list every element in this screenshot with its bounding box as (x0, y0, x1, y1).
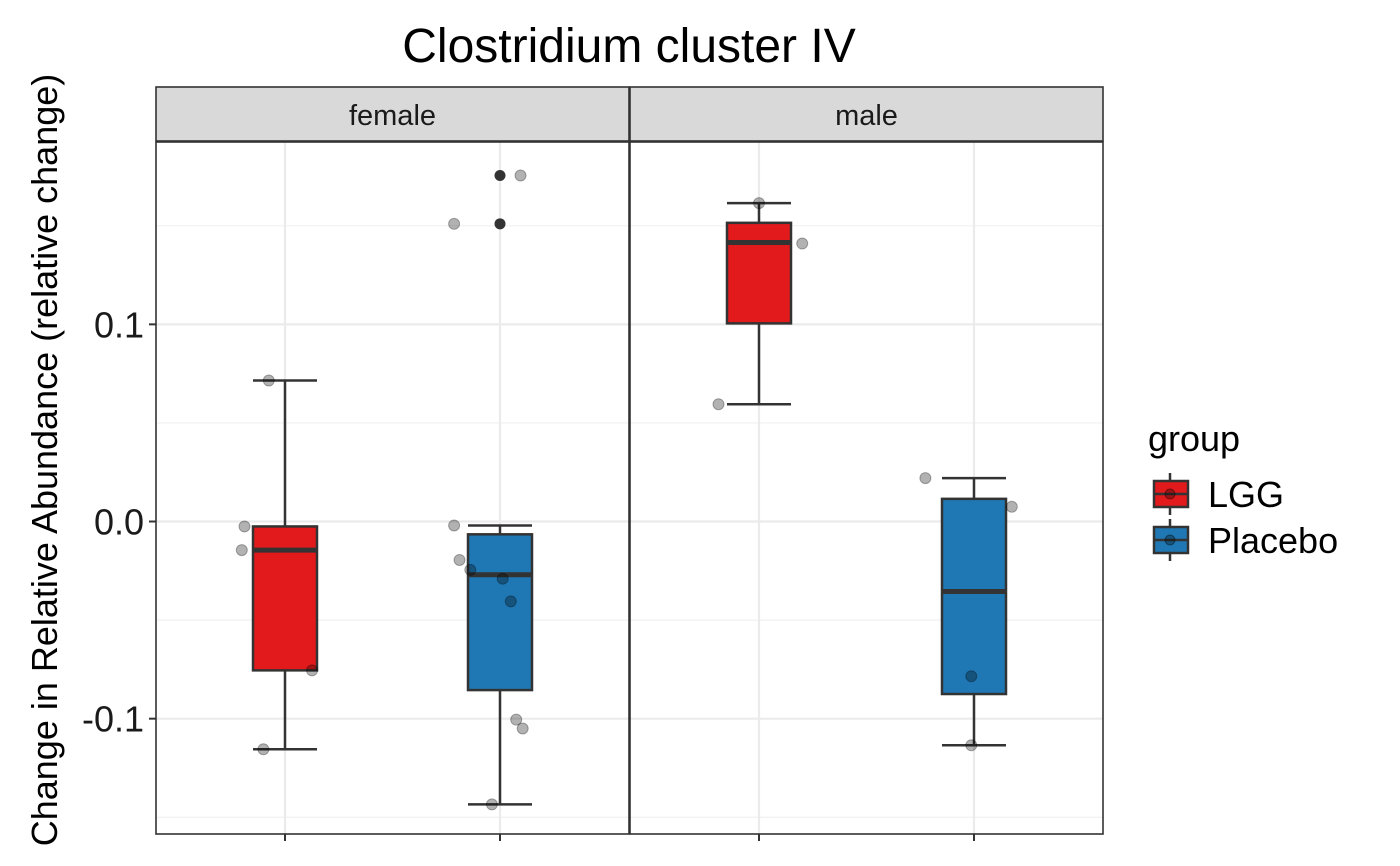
jitter-point (453, 553, 466, 566)
panel-background (630, 142, 1103, 834)
y-tick-label: 0.0 (94, 502, 144, 543)
facet-strip-label: male (835, 100, 898, 132)
y-axis: -0.1 0.0 0.1 (82, 304, 156, 740)
facet-strip (629, 86, 1104, 142)
jitter-point (448, 217, 461, 230)
box-iqr (940, 497, 1008, 696)
jitter-point (235, 544, 248, 557)
outlier-point (494, 170, 506, 182)
legend-key-point (1164, 534, 1176, 546)
outlier-point (494, 218, 506, 230)
jitter-point (1005, 500, 1018, 513)
jitter-point (510, 713, 523, 726)
jitter-point (712, 398, 725, 411)
y-tick-label: -0.1 (82, 699, 144, 740)
panel-border (629, 141, 1104, 835)
legend-key-point (1164, 488, 1176, 500)
jitter-point (262, 374, 275, 387)
legend-entry-placebo: Placebo (1152, 519, 1338, 561)
jitter-point (464, 563, 477, 576)
facet-panel-female: female (155, 86, 630, 841)
jitter-point (796, 237, 809, 250)
box-iqr (725, 221, 793, 325)
jitter-point (238, 520, 251, 533)
facet-strip (155, 86, 630, 142)
jitter-point (514, 169, 527, 182)
panel-background (156, 142, 629, 834)
jitter-point (504, 595, 517, 608)
legend: group LGG Placebo (1148, 418, 1338, 561)
box-female-LGG (251, 379, 319, 751)
jitter-point (306, 664, 318, 677)
y-tick-label: 0.1 (94, 304, 144, 345)
facet-panels: female male (155, 86, 1104, 841)
legend-label: LGG (1208, 474, 1284, 515)
jitter-point (753, 197, 765, 210)
jitter-point (965, 739, 978, 752)
jitter-point (448, 519, 461, 532)
y-axis-label: Change in Relative Abundance (relative c… (24, 74, 65, 847)
panel-border (155, 141, 630, 835)
jitter-point (257, 743, 270, 756)
legend-entry-lgg: LGG (1152, 473, 1284, 515)
jitter-point (496, 572, 509, 585)
box-male-Placebo (940, 476, 1008, 747)
jitter-point (485, 798, 498, 811)
box-female-Placebo (466, 170, 534, 806)
legend-title: group (1148, 418, 1240, 459)
facet-panel-male: male (629, 86, 1104, 841)
box-iqr (466, 533, 534, 692)
chart-title: Clostridium cluster IV (402, 20, 855, 73)
facet-strip-label: female (349, 100, 436, 132)
jitter-point (965, 670, 978, 683)
jitter-point (919, 472, 932, 485)
legend-label: Placebo (1208, 520, 1338, 561)
box-male-LGG (725, 201, 793, 406)
jitter-point (516, 722, 529, 735)
